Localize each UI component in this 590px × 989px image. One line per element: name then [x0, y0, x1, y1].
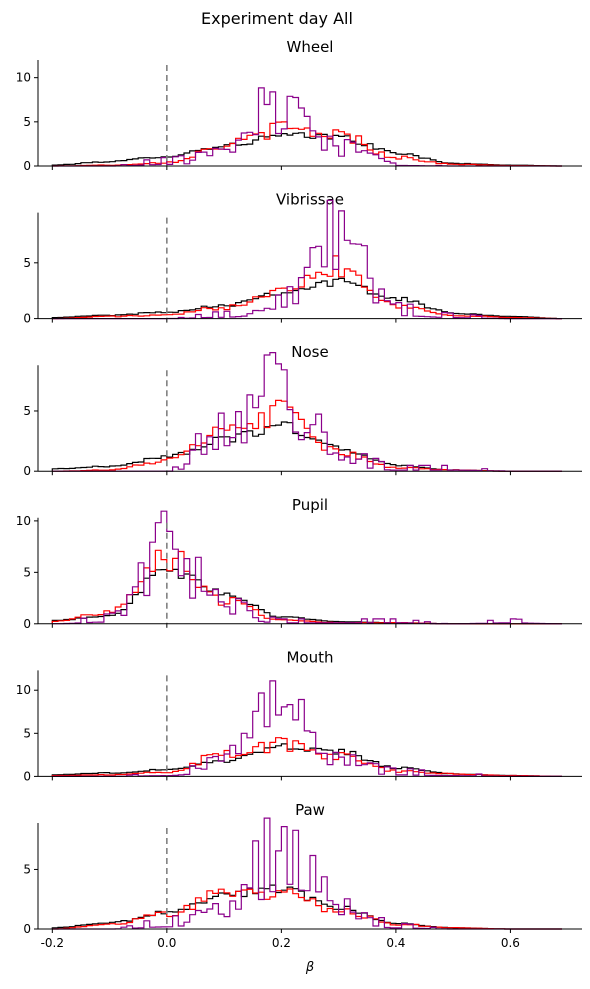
panel-title: Paw: [295, 801, 325, 819]
y-tick-label: 5: [23, 565, 31, 579]
histogram-series-2: [52, 399, 562, 472]
x-tick-label: -0.2: [41, 936, 64, 950]
histogram-series-1: [51, 277, 562, 320]
y-tick-label: 5: [23, 404, 31, 418]
panel-title: Pupil: [292, 496, 328, 514]
panel-pupil: Pupil 0 5 10: [16, 496, 582, 631]
histogram-series-1: [51, 568, 562, 625]
y-tick-label: 5: [23, 115, 31, 129]
histogram-series-2: [51, 549, 562, 625]
panel-title: Wheel: [287, 38, 334, 56]
histogram-series-2: [52, 888, 562, 930]
panel-wheel: Wheel 0 5 10: [16, 38, 582, 173]
panel-nose: Nose 0 5: [23, 343, 582, 478]
y-tick-label: 0: [23, 769, 31, 783]
y-tick-label: 10: [16, 514, 31, 528]
panel-mouth: Mouth 0 5 10: [16, 648, 582, 783]
histogram-series-1: [51, 743, 562, 777]
y-tick-label: 5: [23, 256, 31, 270]
y-tick-label: 0: [23, 464, 31, 478]
figure-title: Experiment day All: [201, 9, 353, 28]
y-tick-label: 0: [23, 617, 31, 631]
y-tick-label: 0: [23, 159, 31, 173]
panel-title: Vibrissae: [276, 191, 344, 209]
x-tick-label: 0.4: [386, 936, 405, 950]
histogram-series-3: [52, 199, 562, 320]
y-tick-label: 10: [16, 683, 31, 697]
panel-title: Mouth: [286, 648, 333, 666]
y-tick-label: 0: [23, 312, 31, 326]
panel-vibrissae: Vibrissae 0 5: [23, 191, 582, 326]
x-axis-label: β: [305, 960, 314, 975]
y-tick-label: 0: [23, 922, 31, 936]
y-tick-label: 5: [23, 726, 31, 740]
histogram-series-2: [52, 121, 562, 167]
histogram-series-2: [51, 737, 562, 777]
histogram-series-3: [52, 352, 562, 472]
histogram-series-3: [52, 87, 562, 167]
histogram-series-3: [51, 510, 562, 625]
x-tick-label: 0.0: [157, 936, 176, 950]
histogram-series-3: [52, 680, 562, 777]
x-tick-label: 0.6: [501, 936, 520, 950]
y-tick-label: 5: [23, 862, 31, 876]
histogram-series-3: [52, 817, 562, 930]
x-tick-label: 0.2: [272, 936, 291, 950]
y-tick-label: 10: [16, 71, 31, 85]
panel-paw: Paw 0 5 -0.2 0.0 0.2 0.4 0.6 β: [23, 801, 582, 975]
histogram-series-1: [51, 132, 562, 167]
histogram-series-1: [51, 421, 562, 472]
histogram-series-2: [52, 255, 562, 320]
panel-title: Nose: [291, 343, 328, 361]
